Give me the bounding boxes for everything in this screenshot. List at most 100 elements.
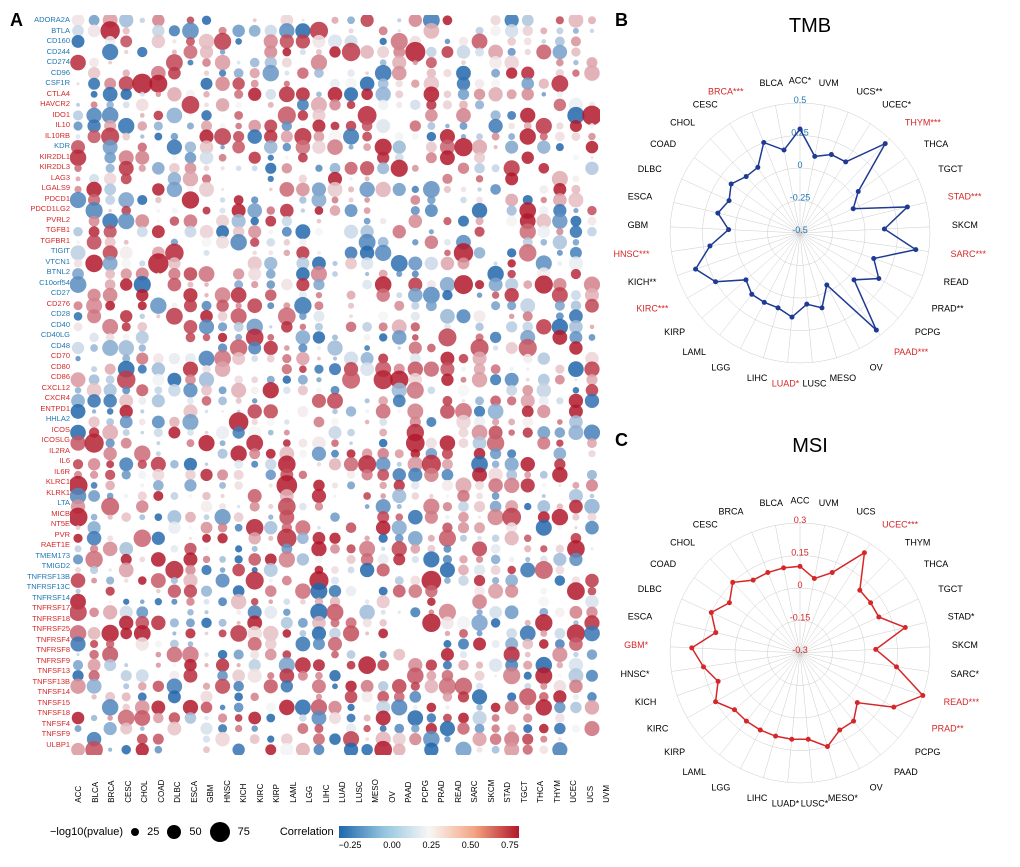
svg-text:COAD: COAD xyxy=(650,139,677,149)
svg-text:LGG: LGG xyxy=(711,362,730,372)
svg-text:LAML: LAML xyxy=(683,767,707,777)
gene-label: CD27 xyxy=(10,288,70,299)
svg-text:CHOL: CHOL xyxy=(670,537,695,547)
radar-b: ACC*UVMUCS**UCEC*THYM***THCATGCTSTAD***S… xyxy=(610,43,990,423)
cancer-label: READ xyxy=(453,786,462,803)
cancer-label: PCPG xyxy=(420,786,429,803)
cancer-label: GBM xyxy=(206,786,215,803)
svg-text:PRAD**: PRAD** xyxy=(932,723,965,733)
gene-label: NT5E xyxy=(10,519,70,530)
gene-label: TNFRSF4 xyxy=(10,635,70,646)
svg-text:UCS**: UCS** xyxy=(856,86,883,96)
legend-size-75: 75 xyxy=(238,826,250,838)
svg-text:0: 0 xyxy=(797,160,802,170)
gene-label: LAG3 xyxy=(10,173,70,184)
svg-text:READ: READ xyxy=(944,277,970,287)
cancer-label: LAML xyxy=(288,786,297,803)
svg-text:0: 0 xyxy=(797,580,802,590)
cancer-label: KIRP xyxy=(272,786,281,803)
svg-text:UCS: UCS xyxy=(856,506,875,516)
cancer-label: ACC xyxy=(74,786,83,803)
gene-labels: ADORA2ABTLACD160CD244CD274CD96CSF1RCTLA4… xyxy=(10,15,70,750)
gene-label: BTNL2 xyxy=(10,267,70,278)
legend-circle-50 xyxy=(167,825,181,839)
gene-label: CD80 xyxy=(10,362,70,373)
legend-circle-25 xyxy=(131,828,139,836)
gene-label: TNFRSF25 xyxy=(10,624,70,635)
gene-label: TNFRSF13B xyxy=(10,572,70,583)
gene-label: TMEM173 xyxy=(10,551,70,562)
gene-label: ENTPD1 xyxy=(10,404,70,415)
svg-text:UVM: UVM xyxy=(819,78,839,88)
legend-size: −log10(pvalue) 25 50 75 xyxy=(50,822,250,842)
gene-label: BTLA xyxy=(10,26,70,37)
color-bar: −0.250.000.250.500.75 xyxy=(339,826,519,838)
gene-label: CD276 xyxy=(10,299,70,310)
svg-text:TGCT: TGCT xyxy=(938,584,963,594)
svg-text:0.15: 0.15 xyxy=(791,548,809,558)
gene-label: LTA xyxy=(10,498,70,509)
svg-text:0.5: 0.5 xyxy=(794,95,807,105)
panel-b-title: TMB xyxy=(610,15,1010,38)
gene-label: ICOSLG xyxy=(10,435,70,446)
gene-label: TNFRSF14 xyxy=(10,593,70,604)
gene-label: PVRL2 xyxy=(10,215,70,226)
cancer-label: DLBC xyxy=(173,786,182,803)
svg-text:HNSC***: HNSC*** xyxy=(614,249,651,259)
legend-color: Correlation −0.250.000.250.500.75 xyxy=(280,826,519,838)
cancer-label: KIRC xyxy=(255,786,264,803)
svg-text:CESC: CESC xyxy=(693,520,719,530)
cancer-labels: ACCBLCABRCACESCCHOLCOADDLBCESCAGBMHNSCKI… xyxy=(70,778,615,787)
cancer-label: UCS xyxy=(585,786,594,803)
gene-label: CD244 xyxy=(10,47,70,58)
gene-label: TNFRSF9 xyxy=(10,656,70,667)
gene-label: CSF1R xyxy=(10,78,70,89)
color-ticks: −0.250.000.250.500.75 xyxy=(339,840,519,850)
gene-label: IL6 xyxy=(10,456,70,467)
gene-label: IL2RA xyxy=(10,446,70,457)
svg-text:DLBC: DLBC xyxy=(638,164,663,174)
svg-text:THYM: THYM xyxy=(905,537,931,547)
svg-text:UCEC*: UCEC* xyxy=(882,100,912,110)
cancer-label: ESCA xyxy=(189,786,198,803)
right-panel: B TMB ACC*UVMUCS**UCEC*THYM***THCATGCTST… xyxy=(610,10,1010,857)
gene-label: IL10 xyxy=(10,120,70,131)
gene-label: C10orf54 xyxy=(10,278,70,289)
gene-label: TNFRSF18 xyxy=(10,614,70,625)
svg-text:LUAD*: LUAD* xyxy=(772,379,800,389)
svg-text:PAAD: PAAD xyxy=(894,767,918,777)
svg-text:LIHC: LIHC xyxy=(747,373,768,383)
gene-label: MICB xyxy=(10,509,70,520)
svg-text:DLBC: DLBC xyxy=(638,584,663,594)
svg-text:LUSC*: LUSC* xyxy=(801,799,829,809)
gene-label: HAVCR2 xyxy=(10,99,70,110)
svg-text:-0.3: -0.3 xyxy=(792,645,808,655)
svg-text:ACC: ACC xyxy=(790,495,810,505)
svg-text:-0.25: -0.25 xyxy=(790,193,811,203)
color-tick: 0.25 xyxy=(423,840,441,850)
cancer-label: KICH xyxy=(239,786,248,803)
svg-text:PAAD***: PAAD*** xyxy=(894,347,929,357)
svg-text:READ***: READ*** xyxy=(944,697,980,707)
gene-label: ICOS xyxy=(10,425,70,436)
gene-label: TGFBR1 xyxy=(10,236,70,247)
svg-text:KIRP: KIRP xyxy=(664,327,685,337)
cancer-label: CHOL xyxy=(140,786,149,803)
gene-label: PDCD1 xyxy=(10,194,70,205)
svg-text:PCPG: PCPG xyxy=(915,327,941,337)
svg-text:KICH**: KICH** xyxy=(628,277,657,287)
svg-text:THCA: THCA xyxy=(924,139,949,149)
gene-label: KLRK1 xyxy=(10,488,70,499)
gene-label: TMIGD2 xyxy=(10,561,70,572)
panel-c-label: C xyxy=(615,430,628,451)
gene-label: CD160 xyxy=(10,36,70,47)
gene-label: TNFSF18 xyxy=(10,708,70,719)
gene-label: CD40 xyxy=(10,320,70,331)
svg-text:SARC***: SARC*** xyxy=(950,249,986,259)
svg-text:CESC: CESC xyxy=(693,100,719,110)
gene-label: TNFRSF8 xyxy=(10,645,70,656)
panel-a: A ADORA2ABTLACD160CD244CD274CD96CSF1RCTL… xyxy=(10,10,610,857)
gene-label: KIR2DL3 xyxy=(10,162,70,173)
cancer-label: OV xyxy=(387,786,396,803)
svg-text:MESO: MESO xyxy=(830,373,857,383)
